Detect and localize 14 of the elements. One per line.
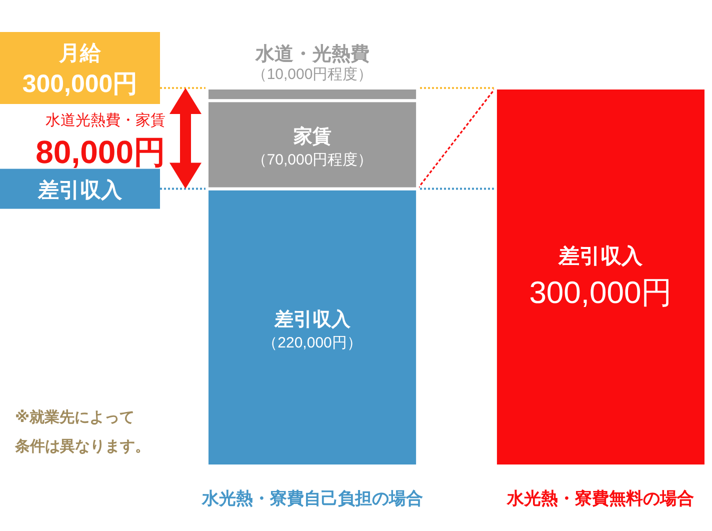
ref-line-label: 月給 300,000円 [22, 42, 138, 98]
text: 差引収入 [274, 309, 350, 330]
data-label: （70,000円程度） [252, 152, 373, 169]
x-tick-label: 水光熱・寮費無料の場合 [506, 489, 694, 508]
data-label: （10,000円程度） [252, 66, 373, 83]
data-label: （220,000円） [262, 334, 362, 352]
data-label: 300,000円 [529, 275, 672, 310]
ref-line-label: 差引収入 [37, 178, 123, 202]
annotation: 水道光熱費・家賃 80,000円 [36, 112, 166, 170]
series-label: 家賃 [292, 126, 332, 148]
series-label: 水道・光熱費 [254, 43, 370, 65]
x-tick-label: 水光熱・寮費自己負担の場合 [200, 489, 423, 508]
series-label: 差引収入 [558, 245, 644, 268]
text: ※就業先によって条件は異なります。 [14, 409, 150, 455]
